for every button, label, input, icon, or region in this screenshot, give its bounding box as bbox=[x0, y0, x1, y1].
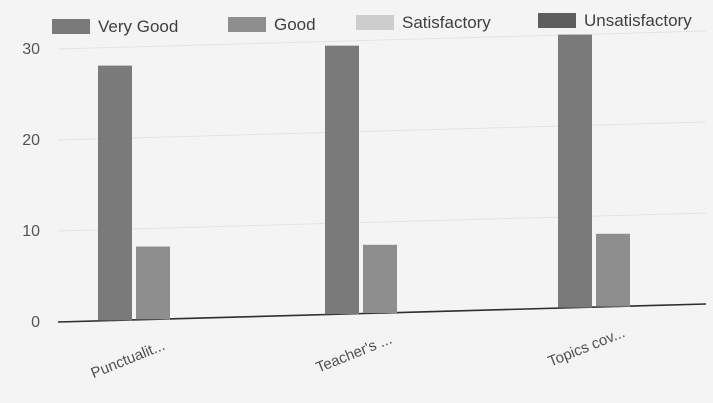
legend-swatch-satisfactory bbox=[356, 15, 394, 30]
y-tick-label-20: 20 bbox=[22, 132, 40, 149]
legend-swatch-unsatisfactory bbox=[538, 13, 576, 28]
x-tick-label-topics-cov: Topics cov... bbox=[546, 324, 628, 370]
bar-good-topics-cov[interactable] bbox=[596, 233, 630, 307]
y-tick-label-10: 10 bbox=[22, 223, 40, 240]
x-tick-label-teacher-s: Teacher's ... bbox=[314, 331, 395, 377]
legend-label-satisfactory: Satisfactory bbox=[402, 13, 491, 32]
x-tick-label-punctualit: Punctualit... bbox=[88, 337, 167, 382]
bar-very-good-teacher-s[interactable] bbox=[325, 45, 359, 315]
gridline-20 bbox=[57, 121, 707, 141]
legend-label-very-good: Very Good bbox=[98, 17, 178, 36]
y-tick-label-30: 30 bbox=[22, 41, 40, 58]
legend-label-unsatisfactory: Unsatisfactory bbox=[584, 11, 692, 30]
bars bbox=[98, 34, 630, 321]
legend-swatch-good bbox=[228, 17, 266, 32]
bar-very-good-topics-cov[interactable] bbox=[558, 34, 592, 308]
legend-swatch-very-good bbox=[52, 19, 90, 34]
legend-label-good: Good bbox=[274, 15, 316, 34]
bar-good-punctualit[interactable] bbox=[136, 246, 170, 320]
gridline-30 bbox=[57, 30, 707, 50]
y-tick-label-0: 0 bbox=[31, 314, 40, 331]
legend: Very Good Good Satisfactory Unsatisfactory bbox=[52, 11, 692, 36]
gridlines bbox=[57, 30, 707, 232]
gridline-10 bbox=[57, 212, 707, 232]
bar-very-good-punctualit[interactable] bbox=[98, 65, 132, 321]
bar-good-teacher-s[interactable] bbox=[363, 244, 397, 314]
x-axis-labels: Punctualit... Teacher's ... Topics cov... bbox=[88, 324, 627, 382]
